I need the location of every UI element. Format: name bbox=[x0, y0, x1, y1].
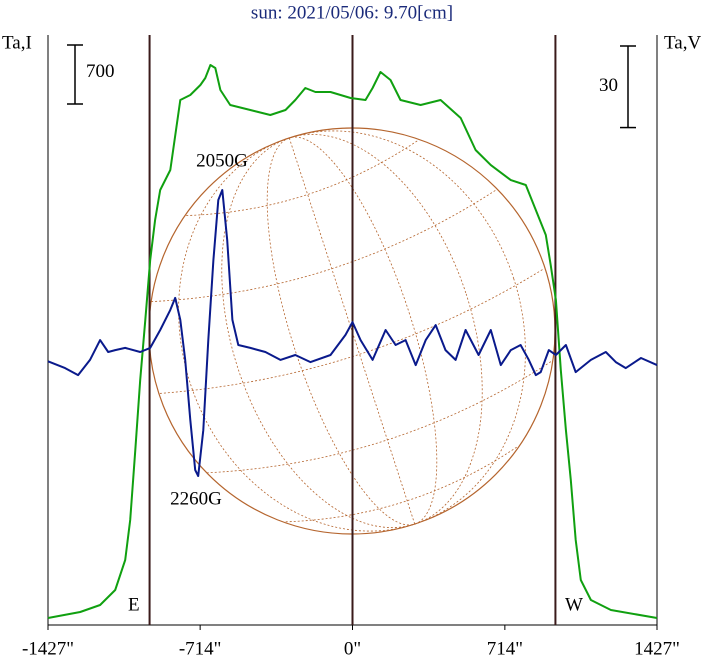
x-tick-label: 714" bbox=[487, 638, 523, 659]
annotation: 2260G bbox=[170, 488, 222, 509]
scale-label: 30 bbox=[599, 75, 618, 96]
y-axis-label: Ta,I bbox=[2, 32, 32, 53]
annotation: E bbox=[128, 594, 140, 615]
x-tick-label: 0" bbox=[344, 638, 361, 659]
series-line bbox=[47, 64, 658, 619]
x-tick-label: -714" bbox=[179, 638, 222, 659]
annotation: 2050G bbox=[196, 150, 248, 171]
series-line bbox=[47, 189, 658, 477]
x-tick-label: 1427" bbox=[634, 638, 680, 659]
y2-axis-label: Ta,V bbox=[664, 32, 701, 53]
x-tick-label: -1427" bbox=[22, 638, 74, 659]
annotation: W bbox=[565, 594, 583, 615]
scale-label: 700 bbox=[86, 61, 115, 82]
chart-title: sun: 2021/05/06: 9.70[cm] bbox=[251, 2, 453, 23]
